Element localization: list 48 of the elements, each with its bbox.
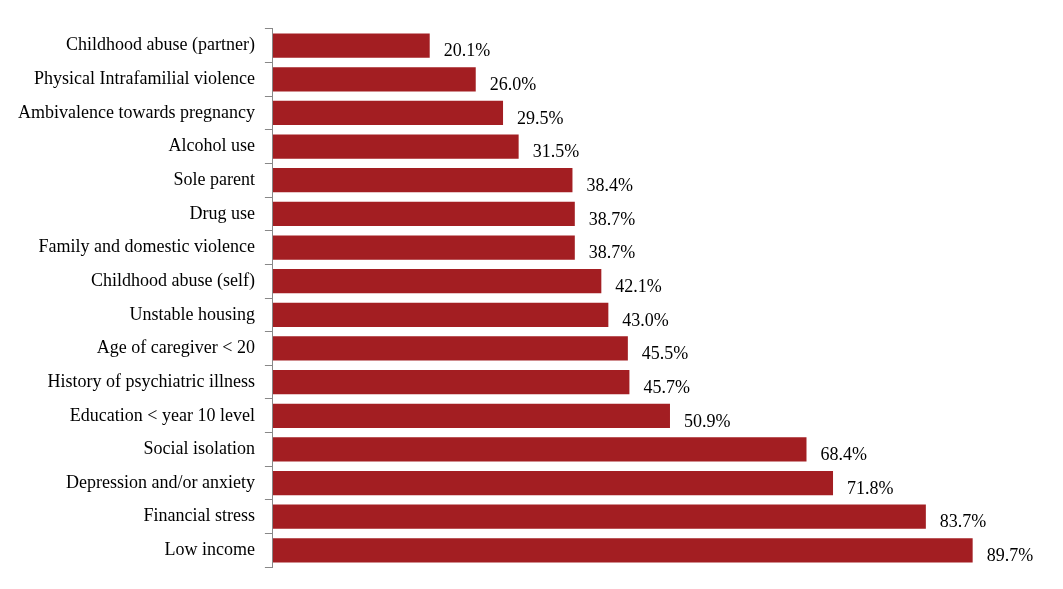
y-tick-label: Financial stress — [143, 505, 255, 526]
data-label: 31.5% — [532, 141, 580, 162]
data-label: 45.7% — [643, 376, 690, 397]
bar — [272, 201, 575, 226]
data-label: 71.8% — [847, 477, 894, 498]
y-tick-label: Childhood abuse (self) — [90, 269, 255, 291]
data-label: 68.4% — [820, 444, 867, 465]
data-label: 83.7% — [939, 511, 987, 532]
bar — [272, 100, 504, 126]
bar — [272, 370, 630, 395]
bar — [272, 470, 834, 496]
bar — [272, 302, 609, 327]
y-tick-label: Sole parent — [173, 168, 255, 189]
bar — [272, 67, 476, 92]
bar — [272, 437, 807, 462]
bar — [272, 336, 628, 361]
data-label: 29.5% — [517, 107, 564, 128]
bar — [272, 33, 430, 58]
y-tick-label: Physical Intrafamilial violence — [33, 68, 255, 89]
bar — [272, 269, 602, 294]
y-tick-label: Drug use — [189, 202, 255, 223]
data-label: 42.1% — [615, 275, 662, 296]
y-tick-label: History of psychiatric illness — [47, 370, 255, 391]
bar — [272, 168, 573, 193]
data-label: 43.0% — [622, 309, 669, 330]
data-label: 38.7% — [588, 242, 636, 263]
bar — [272, 504, 926, 529]
data-label: 26.0% — [489, 74, 537, 95]
y-tick-label: Family and domestic violence — [38, 236, 255, 257]
data-label: 89.7% — [986, 545, 1034, 566]
y-tick-label: Education < year 10 level — [69, 404, 255, 425]
data-label: 50.9% — [683, 410, 731, 431]
bar — [272, 235, 575, 260]
bar — [272, 403, 670, 428]
y-tick-label: Ambivalence towards pregnancy — [17, 101, 255, 122]
bar — [272, 134, 519, 159]
data-label: 20.1% — [443, 40, 491, 61]
y-tick-label: Low income — [164, 539, 255, 560]
data-label: 45.5% — [641, 343, 689, 364]
data-label: 38.4% — [586, 174, 633, 195]
y-tick-label: Childhood abuse (partner) — [65, 34, 255, 56]
y-tick-label: Alcohol use — [168, 135, 255, 156]
y-tick-label: Depression and/or anxiety — [65, 471, 255, 492]
data-label: 38.7% — [588, 208, 636, 229]
y-tick-label: Age of caregiver < 20 — [96, 337, 255, 358]
bar — [272, 538, 973, 563]
y-tick-label: Unstable housing — [129, 303, 255, 324]
y-tick-label: Social isolation — [143, 438, 255, 459]
